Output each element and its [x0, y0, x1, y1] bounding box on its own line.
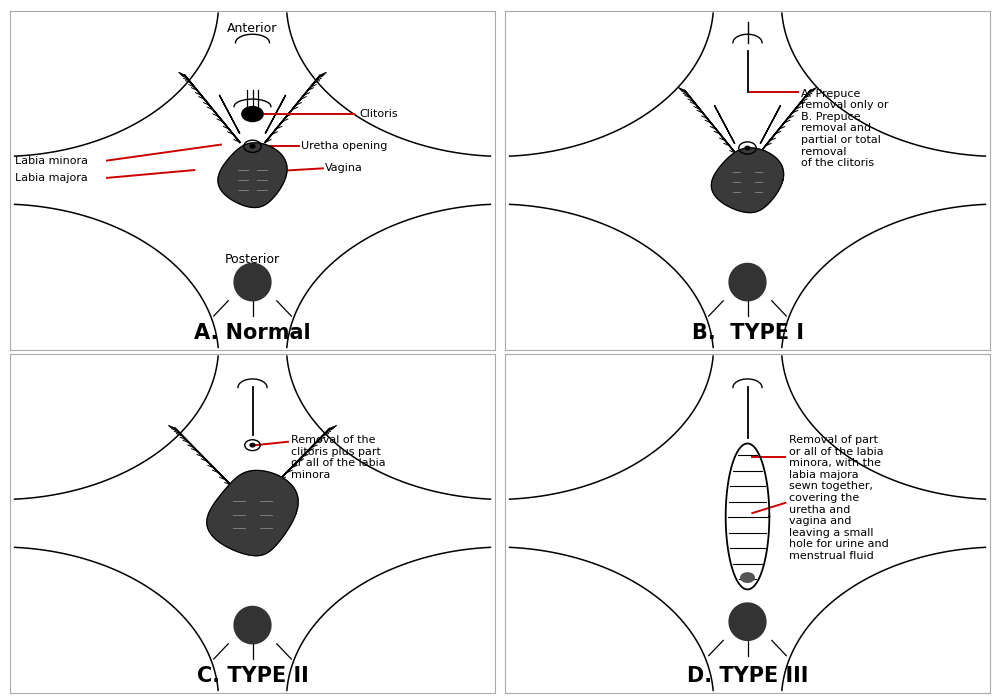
- Text: Anterior: Anterior: [227, 22, 278, 36]
- Text: Labia minora: Labia minora: [15, 155, 88, 166]
- Polygon shape: [234, 263, 271, 301]
- Text: Posterior: Posterior: [225, 253, 280, 266]
- Text: C. TYPE II: C. TYPE II: [197, 666, 308, 686]
- Text: Vagina: Vagina: [325, 163, 363, 174]
- Text: D. TYPE III: D. TYPE III: [687, 666, 808, 686]
- Polygon shape: [711, 148, 784, 213]
- Text: Labia majora: Labia majora: [15, 173, 88, 183]
- Circle shape: [250, 444, 255, 447]
- Text: A. Prepuce
removal only or
B. Prepuce
removal and
partial or total
removal
of th: A. Prepuce removal only or B. Prepuce re…: [801, 89, 888, 168]
- Text: Uretha opening: Uretha opening: [301, 141, 387, 151]
- Polygon shape: [207, 470, 298, 556]
- Circle shape: [250, 145, 255, 148]
- Text: B.  TYPE I: B. TYPE I: [692, 323, 804, 343]
- Circle shape: [741, 573, 754, 582]
- Circle shape: [745, 146, 750, 150]
- Polygon shape: [729, 603, 766, 641]
- Circle shape: [242, 106, 263, 122]
- Text: Removal of part
or all of the labia
minora, with the
labia majora
sewn together,: Removal of part or all of the labia mino…: [789, 435, 888, 561]
- Polygon shape: [234, 606, 271, 644]
- Text: Clitoris: Clitoris: [359, 109, 398, 119]
- Text: A. Normal: A. Normal: [194, 323, 311, 343]
- Polygon shape: [218, 143, 287, 207]
- Text: Removal of the
clitoris plus part
or all of the labia
minora: Removal of the clitoris plus part or all…: [291, 435, 386, 480]
- Polygon shape: [729, 263, 766, 301]
